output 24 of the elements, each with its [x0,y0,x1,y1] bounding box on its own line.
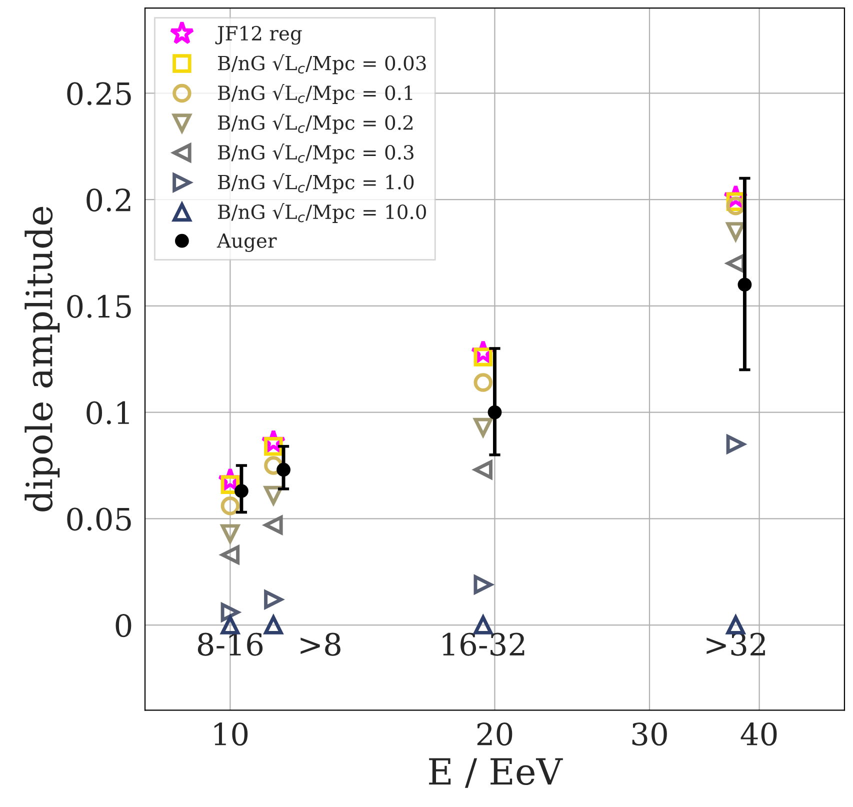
x-tick-label: 40 [740,722,777,746]
annotation: >8 [300,632,340,656]
legend-label: B/nG √L$_{c}$/Mpc = 0.3 [218,144,414,164]
legend-label: JF12 reg [215,26,302,45]
legend-label: B/nG √L$_{c}$/Mpc = 1.0 [218,173,414,194]
legend-label: B/nG √L$_{c}$/Mpc = 10.0 [218,203,426,223]
y-tick-label: 0.1 [86,401,129,424]
annotation: 8-16 [198,632,263,656]
y-axis-title: dipole amplitude [24,206,60,512]
y-tick-label: 0.2 [86,188,130,212]
x-tick-label: 20 [477,722,512,746]
x-axis-title: E / EeV [429,758,563,788]
x-tick-label: 30 [632,722,667,746]
y-tick-label: 0.15 [67,294,131,318]
legend-label: Auger [216,233,277,252]
y-tick-label: 0.25 [67,82,131,106]
y-tick-label: 0 [116,614,132,638]
legend-label: B/nG √L$_{c}$/Mpc = 0.2 [218,114,412,134]
annotation: >32 [706,632,765,656]
x-tick-label: 10 [214,722,248,746]
y-tick-label: 0.05 [67,508,131,531]
annotation: 16-32 [442,632,524,656]
legend-label: B/nG √L$_{c}$/Mpc = 0.1 [218,84,412,104]
legend-label: B/nG √L$_{c}$/Mpc = 0.03 [218,54,426,74]
